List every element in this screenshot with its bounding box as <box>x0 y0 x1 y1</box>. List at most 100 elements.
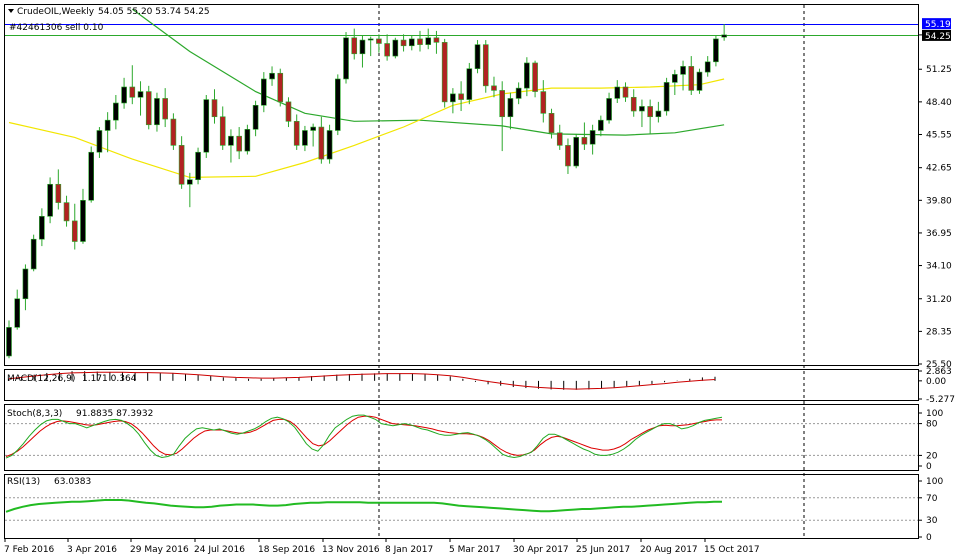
macd-panel-frame <box>4 369 919 401</box>
candle <box>129 65 136 105</box>
time-tick-label: 8 Jan 2017 <box>385 545 433 555</box>
candle <box>277 68 284 107</box>
candle <box>293 114 300 150</box>
main-chart-frame <box>4 4 919 366</box>
candle <box>408 35 415 51</box>
candle-body <box>88 151 94 201</box>
candle <box>417 30 423 52</box>
candle <box>187 172 193 208</box>
candle-body <box>359 39 366 55</box>
candle <box>252 100 259 137</box>
candle <box>425 28 432 50</box>
candle-body <box>236 135 242 152</box>
candle <box>170 113 177 150</box>
time-axis: 7 Feb 2016 3 Apr 2016 29 May 2016 24 Jul 20… <box>4 538 760 555</box>
candle-body <box>548 113 555 134</box>
candle <box>104 112 111 153</box>
candle <box>556 124 563 150</box>
time-tick-label: 24 Jul 2016 <box>194 545 245 555</box>
candle <box>310 123 316 147</box>
candle <box>367 36 374 57</box>
candle <box>696 68 703 94</box>
moving-averages <box>8 8 725 179</box>
candle-body <box>482 44 489 87</box>
candle-body <box>80 200 86 242</box>
price-axis: 51.25 48.40 45.55 42.65 39.80 36.95 34.10 31.20… <box>918 34 952 370</box>
candle <box>244 124 251 155</box>
dropdown-triangle-icon[interactable] <box>8 9 14 13</box>
time-tick-label: 20 Aug 2017 <box>640 545 698 555</box>
price-tick-label: 31.20 <box>926 295 952 305</box>
candle-body <box>721 34 727 38</box>
candle-body <box>540 91 547 114</box>
price-tick-label: 34.10 <box>926 262 952 272</box>
candle-body <box>672 74 678 83</box>
candle-body <box>195 151 201 181</box>
candle-body <box>367 38 374 41</box>
rsi-tick-label: 70 <box>926 494 938 504</box>
time-tick-label: 25 Jun 2017 <box>576 545 630 555</box>
candle <box>647 99 653 134</box>
candle-body <box>14 298 21 328</box>
candle <box>655 101 662 123</box>
line-price-tag-text: 55.19 <box>925 20 951 30</box>
candle-body <box>154 98 160 126</box>
candle <box>704 56 711 77</box>
symbol-label: CrudeOIL,Weekly <box>17 7 95 17</box>
candle-body <box>680 66 686 75</box>
candle-body <box>334 78 341 131</box>
candle-body <box>211 99 218 118</box>
candle-body <box>663 82 670 112</box>
candle <box>334 74 341 136</box>
candle <box>261 72 267 113</box>
order-label[interactable]: #42461306 sell 0.10 <box>9 23 104 33</box>
candle <box>507 92 514 130</box>
candle-body <box>187 179 193 185</box>
candle <box>606 92 612 124</box>
candle-body <box>63 202 70 222</box>
candle-body <box>326 130 333 160</box>
candle-body <box>688 66 695 91</box>
candle-body <box>318 126 325 160</box>
candle <box>458 81 464 112</box>
candle <box>195 147 201 185</box>
candle <box>96 127 103 158</box>
candle <box>121 77 127 109</box>
candle-body <box>137 91 144 98</box>
horizontal-levels <box>5 24 918 36</box>
candle-body <box>425 37 432 45</box>
candle <box>145 85 152 130</box>
candle-body <box>704 61 711 73</box>
candle <box>47 177 53 224</box>
candle <box>63 195 70 227</box>
stoch-title: Stoch(8,3,3) <box>7 409 62 419</box>
stoch-main-line <box>5 414 723 459</box>
candle <box>433 30 440 54</box>
candle-body <box>474 44 481 69</box>
candle <box>474 40 481 74</box>
candle-body <box>458 93 464 100</box>
candle-body <box>647 106 653 118</box>
time-tick-label: 15 Oct 2017 <box>704 545 760 555</box>
price-tick-label: 28.35 <box>926 327 952 337</box>
candle-body <box>499 90 506 118</box>
candle-body <box>30 238 37 270</box>
candle <box>630 89 637 117</box>
candle-body <box>408 38 415 47</box>
candle-body <box>581 137 588 145</box>
time-tick-label: 13 Nov 2016 <box>322 545 380 555</box>
candle-body <box>614 86 621 99</box>
candle-body <box>351 37 358 55</box>
candle <box>376 34 382 53</box>
stoch-tick-label: 100 <box>926 409 943 419</box>
price-tick-label: 45.55 <box>926 130 952 140</box>
candle <box>343 32 349 84</box>
candle <box>113 94 119 130</box>
candle-body <box>121 86 127 104</box>
candle <box>614 80 621 104</box>
candle-body <box>129 86 136 98</box>
candle <box>22 264 29 311</box>
candle <box>515 82 522 105</box>
candle-body <box>277 72 284 103</box>
